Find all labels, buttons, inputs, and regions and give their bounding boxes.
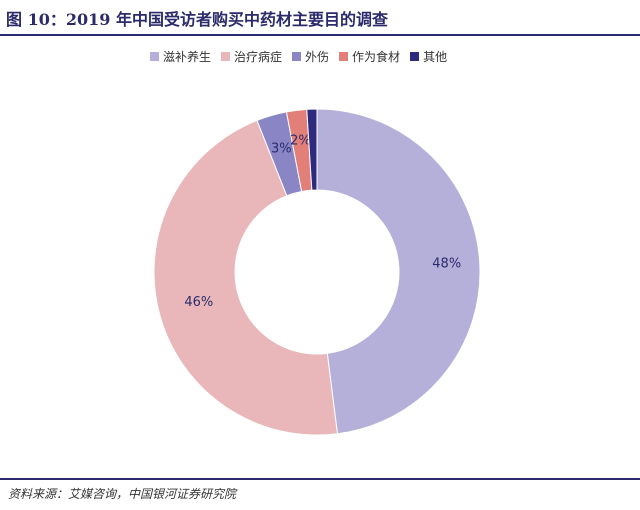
slice-label-treatment: 46% <box>184 295 213 310</box>
legend-swatch <box>410 51 420 61</box>
source-note: 资料来源：艾媒咨询，中国银河证券研究院 <box>8 487 237 501</box>
donut-slice-nourish <box>316 108 481 435</box>
title-bar: 图 10：2019 年中国受访者购买中药材主要目的调查 <box>0 0 640 34</box>
legend-label: 治疗病症 <box>234 49 283 64</box>
legend-label: 外伤 <box>305 49 330 64</box>
legend-label: 其他 <box>423 49 448 64</box>
legend-swatch <box>221 51 231 61</box>
slice-label-food: 2% <box>290 134 311 149</box>
legend-item-food: 作为食材 <box>339 48 400 65</box>
legend-swatch <box>150 51 159 61</box>
donut-slice-treatment <box>153 119 338 436</box>
legend-label: 作为食材 <box>352 49 401 64</box>
legend-item-treatment: 治疗病症 <box>221 48 282 65</box>
legend-item-other: 其他 <box>410 48 447 65</box>
legend-item-injury: 外伤 <box>292 48 329 65</box>
donut-slice-other <box>306 108 318 191</box>
slice-label-nourish: 48% <box>432 256 461 271</box>
legend-item-nourish: 滋补养生 <box>150 48 211 65</box>
chart-legend: 滋补养生 治疗病症 外伤 作为食材 其他 <box>150 47 457 65</box>
slice-label-injury: 3% <box>271 142 292 157</box>
legend-label: 滋补养生 <box>163 49 212 64</box>
legend-swatch <box>339 51 349 61</box>
bottom-rule <box>0 478 640 480</box>
donut-chart: 48% 46% 3%2% <box>153 108 481 436</box>
legend-swatch <box>292 51 302 61</box>
top-rule <box>0 34 640 36</box>
chart-title: 图 10：2019 年中国受访者购买中药材主要目的调查 <box>6 10 388 29</box>
